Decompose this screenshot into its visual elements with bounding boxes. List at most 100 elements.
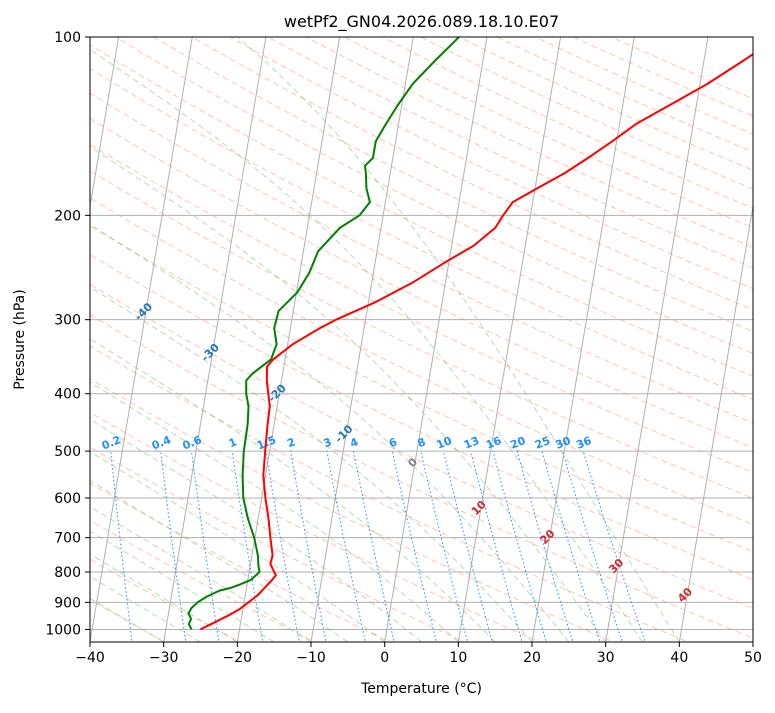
mixing-ratio-line	[64, 451, 82, 644]
mixing-ratio-label: 1	[227, 435, 239, 450]
y-axis-label: Pressure (hPa)	[12, 289, 28, 389]
moist-adiabat	[0, 37, 274, 642]
isotherm-gridline	[679, 24, 775, 645]
dry-adiabat	[282, 24, 775, 645]
mixing-ratio-line	[161, 451, 187, 644]
moist-adiabat	[0, 37, 569, 642]
mixing-ratio-label: 6	[387, 435, 399, 450]
plot-series	[188, 37, 775, 629]
mixing-ratio-label: 0.4	[150, 433, 173, 452]
x-tick-label: 10	[449, 650, 467, 666]
dry-adiabat	[0, 24, 775, 645]
mixing-ratio-label: 10	[435, 434, 454, 452]
x-tick-label: −30	[149, 650, 179, 666]
x-tick-label: −40	[75, 650, 105, 666]
isotherm-label: 10	[469, 498, 489, 518]
isotherm-label: -30	[199, 341, 222, 364]
mixing-ratio-line	[392, 451, 437, 644]
mixing-ratio-line	[517, 451, 573, 644]
plot-frame	[90, 37, 753, 642]
x-axis-label: Temperature (°C)	[360, 681, 482, 697]
dry-adiabat	[0, 24, 775, 645]
dry-adiabat	[432, 24, 775, 645]
x-tick-label: 20	[523, 650, 541, 666]
x-tick-label: 30	[597, 650, 615, 666]
dry-adiabat	[0, 24, 245, 645]
moist-adiabat	[0, 37, 385, 642]
dry-adiabat	[94, 24, 775, 645]
mixing-ratio-line	[471, 451, 523, 644]
mixing-ratio-label: 36	[574, 434, 593, 452]
y-tick-label: 600	[54, 491, 81, 507]
plot-area: 0.10.20.40.611.52346810131620253036-100-…	[0, 24, 775, 645]
chart-title: wetPf2_GN04.2026.089.18.10.E07	[284, 12, 559, 32]
mixing-ratio-label: 2	[285, 435, 297, 450]
x-tick-label: 50	[744, 650, 762, 666]
mixing-ratio-label: 13	[462, 434, 481, 452]
dry-adiabat	[19, 24, 775, 645]
mixing-ratio-label: 25	[533, 434, 552, 452]
dry-adiabat	[0, 24, 775, 645]
dry-adiabat	[131, 24, 775, 645]
moist-adiabat	[0, 37, 201, 642]
dry-adiabat	[0, 24, 775, 645]
isotherm-label: -50	[65, 259, 88, 282]
moist-adiabat	[0, 37, 348, 642]
mixing-ratio-label: 4	[348, 435, 360, 450]
y-tick-label: 300	[54, 313, 81, 329]
x-tick-label: 40	[670, 650, 688, 666]
dry-adiabat	[470, 24, 775, 645]
mixing-ratio-label: 0.6	[181, 433, 204, 452]
dry-adiabat	[0, 24, 775, 645]
moist-adiabat	[71, 37, 642, 642]
mixing-ratio-line	[232, 451, 263, 644]
x-tick-label: 0	[380, 650, 389, 666]
y-tick-label: 200	[54, 208, 81, 224]
y-tick-label: 800	[54, 565, 81, 581]
dry-adiabat	[357, 24, 775, 645]
dry-adiabat	[0, 24, 775, 645]
mixing-ratio-line	[327, 451, 366, 644]
y-tick-label: 500	[54, 444, 81, 460]
mixing-ratio-line	[493, 451, 547, 644]
moist-adiabat	[0, 37, 606, 642]
dry-adiabat	[0, 24, 769, 645]
dry-adiabat	[244, 24, 775, 645]
dry-adiabat	[395, 24, 775, 645]
isotherm-label: 30	[606, 556, 626, 576]
temperature-trace	[200, 37, 775, 629]
dry-adiabat	[0, 24, 694, 645]
dry-adiabat	[583, 24, 775, 645]
mixing-ratio-label: 30	[554, 434, 573, 452]
dry-adiabat	[545, 24, 775, 645]
dry-adiabat	[0, 24, 775, 645]
y-tick-label: 900	[54, 595, 81, 611]
y-tick-label: 100	[54, 30, 81, 46]
x-tick-label: −10	[296, 650, 326, 666]
mixing-ratio-line	[291, 451, 327, 644]
mixing-ratio-label: 0.2	[100, 433, 123, 452]
dry-adiabat	[0, 24, 469, 645]
isotherm-gridline	[753, 24, 775, 645]
moist-adiabat	[0, 37, 495, 642]
isotherm-label: -60	[0, 219, 22, 242]
y-tick-label: 400	[54, 387, 81, 403]
moist-adiabat	[0, 37, 458, 642]
mixing-ratio-line	[562, 451, 623, 644]
y-tick-label: 1000	[45, 622, 81, 638]
dry-adiabat	[207, 24, 775, 645]
mixing-ratio-label: 3	[322, 435, 334, 450]
mixing-ratio-line	[111, 451, 133, 644]
dry-adiabat	[0, 24, 775, 645]
mixing-ratio-label: 20	[508, 434, 527, 452]
moist-adiabat	[0, 37, 311, 642]
dry-adiabat	[0, 24, 394, 645]
mixing-ratio-line	[583, 451, 646, 644]
y-tick-label: 700	[54, 531, 81, 547]
x-tick-label: −20	[223, 650, 253, 666]
isotherm-label: 20	[538, 527, 558, 547]
mixing-ratio-label: 16	[484, 434, 503, 452]
